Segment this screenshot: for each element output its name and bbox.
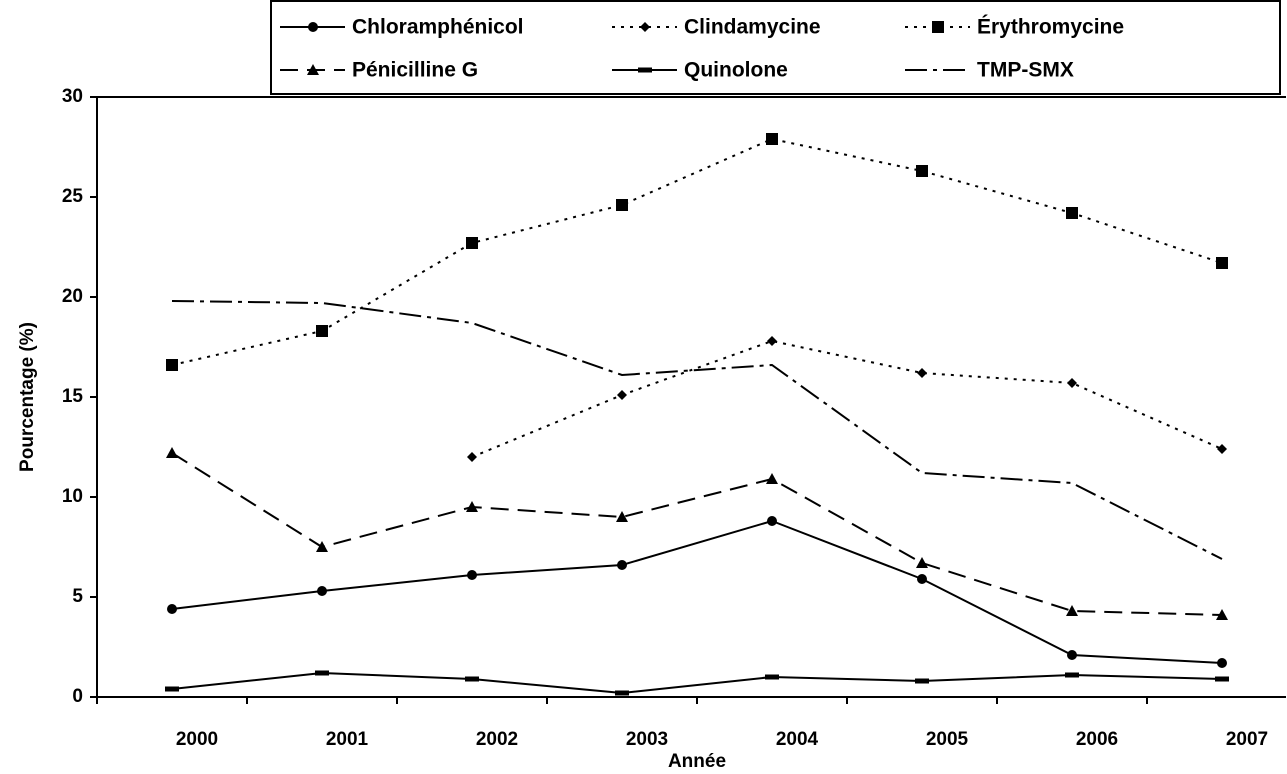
y-tick-label: 0 xyxy=(72,686,83,707)
marker xyxy=(307,64,319,75)
legend-item: Quinolone xyxy=(612,59,788,82)
legend-label: TMP-SMX xyxy=(977,59,1074,82)
marker xyxy=(915,678,929,684)
series-line xyxy=(171,519,1223,664)
x-tick-label: 2006 xyxy=(1076,729,1118,750)
marker xyxy=(916,165,928,177)
legend-label: Pénicilline G xyxy=(352,59,478,82)
marker xyxy=(765,674,779,680)
y-tick-label: 10 xyxy=(62,486,83,507)
legend-item: Chloramphénicol xyxy=(280,16,524,39)
legend-item: Pénicilline G xyxy=(280,59,478,82)
marker xyxy=(1217,658,1227,668)
marker xyxy=(1216,609,1228,620)
y-tick-label: 25 xyxy=(62,186,84,207)
marker xyxy=(616,511,628,522)
series-line xyxy=(171,452,1223,616)
series-line xyxy=(171,671,1223,695)
marker xyxy=(317,586,327,596)
marker xyxy=(465,676,479,682)
marker xyxy=(917,574,927,584)
marker xyxy=(638,67,652,73)
series-line xyxy=(171,137,1223,366)
marker xyxy=(1215,676,1229,682)
marker xyxy=(766,133,778,145)
series-line xyxy=(171,300,1223,560)
marker xyxy=(1217,444,1227,454)
marker xyxy=(766,473,778,484)
y-axis-title: Pourcentage (%) xyxy=(17,322,38,472)
marker xyxy=(616,199,628,211)
marker xyxy=(315,670,329,676)
x-tick-label: 2000 xyxy=(176,729,218,750)
legend-label: Quinolone xyxy=(684,59,788,82)
marker xyxy=(467,570,477,580)
marker xyxy=(1066,605,1078,616)
marker xyxy=(165,686,179,692)
x-tick-label: 2007 xyxy=(1226,729,1268,750)
marker xyxy=(466,501,478,512)
legend-item: TMP-SMX xyxy=(905,59,1074,82)
y-tick-label: 15 xyxy=(62,386,84,407)
legend-box xyxy=(270,0,1281,95)
x-tick-label: 2002 xyxy=(476,729,518,750)
series-line xyxy=(471,339,1223,458)
marker xyxy=(617,560,627,570)
legend-item: Érythromycine xyxy=(905,16,1124,39)
marker xyxy=(466,237,478,249)
marker xyxy=(917,368,927,378)
legend-label: Chloramphénicol xyxy=(352,16,524,39)
marker xyxy=(767,336,777,346)
y-tick-label: 20 xyxy=(62,286,83,307)
legend-item: Clindamycine xyxy=(612,16,821,39)
marker xyxy=(1065,672,1079,678)
marker xyxy=(615,690,629,696)
marker xyxy=(1066,207,1078,219)
marker xyxy=(167,604,177,614)
marker xyxy=(1067,650,1077,660)
x-tick-label: 2003 xyxy=(626,729,668,750)
x-tick-label: 2004 xyxy=(776,729,819,750)
x-tick-label: 2005 xyxy=(926,729,969,750)
marker xyxy=(640,22,650,32)
marker xyxy=(316,325,328,337)
marker xyxy=(308,22,318,32)
y-tick-label: 5 xyxy=(72,586,83,607)
x-axis-title: Année xyxy=(668,751,726,772)
x-tick-label: 2001 xyxy=(326,729,369,750)
marker xyxy=(932,21,944,33)
marker xyxy=(467,452,477,462)
marker xyxy=(1067,378,1077,388)
marker xyxy=(767,516,777,526)
y-tick-label: 30 xyxy=(62,86,83,107)
legend-label: Clindamycine xyxy=(684,16,821,39)
marker xyxy=(1216,257,1228,269)
marker xyxy=(316,541,328,552)
legend-label: Érythromycine xyxy=(977,16,1124,39)
marker xyxy=(617,390,627,400)
marker xyxy=(166,359,178,371)
marker xyxy=(166,447,178,458)
marker xyxy=(916,557,928,568)
